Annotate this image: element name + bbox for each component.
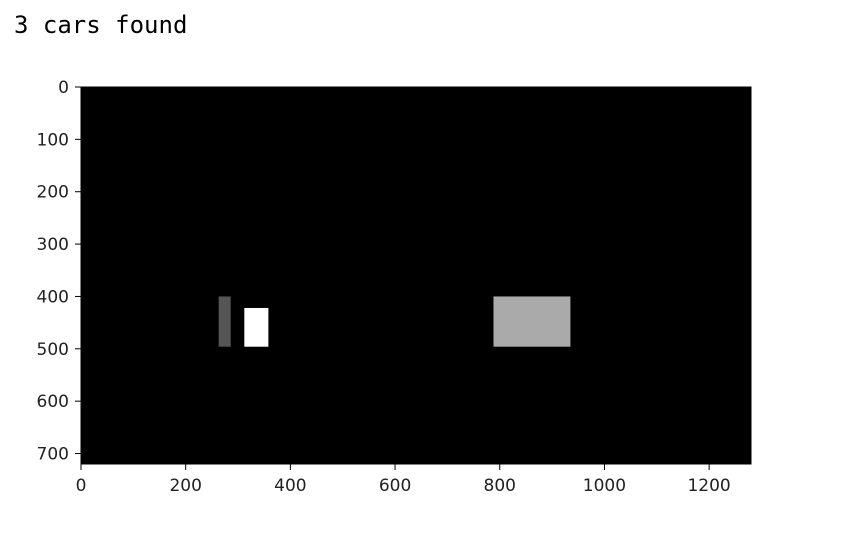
car-region-3 <box>493 296 571 347</box>
cell-output-text: 3 cars found <box>14 11 188 39</box>
y-tick-label: 700 <box>37 445 69 465</box>
x-tick-label: 400 <box>274 476 306 496</box>
plot-frame <box>80 86 752 465</box>
plot-area <box>81 87 751 464</box>
axes: 0 200 400 600 800 1000 1200 0 100 200 300 400 500 600… <box>37 78 752 496</box>
y-tick-label: 500 <box>37 340 69 360</box>
image-background <box>81 87 751 464</box>
x-tick-label: 1000 <box>583 476 626 496</box>
x-tick-label: 800 <box>484 476 516 496</box>
car-region-1 <box>218 296 231 347</box>
y-tick-label: 200 <box>37 183 69 203</box>
y-tick-label: 300 <box>37 235 69 255</box>
y-tick-label: 600 <box>37 392 69 412</box>
y-tick-label: 400 <box>37 287 69 307</box>
y-tick-label: 100 <box>37 130 69 150</box>
x-tick-label: 0 <box>76 476 87 496</box>
x-tick-label: 600 <box>379 476 411 496</box>
x-tick-label: 200 <box>169 476 201 496</box>
car-region-2 <box>244 307 269 347</box>
y-tick-label: 0 <box>58 78 69 98</box>
x-tick-label: 1200 <box>687 476 730 496</box>
